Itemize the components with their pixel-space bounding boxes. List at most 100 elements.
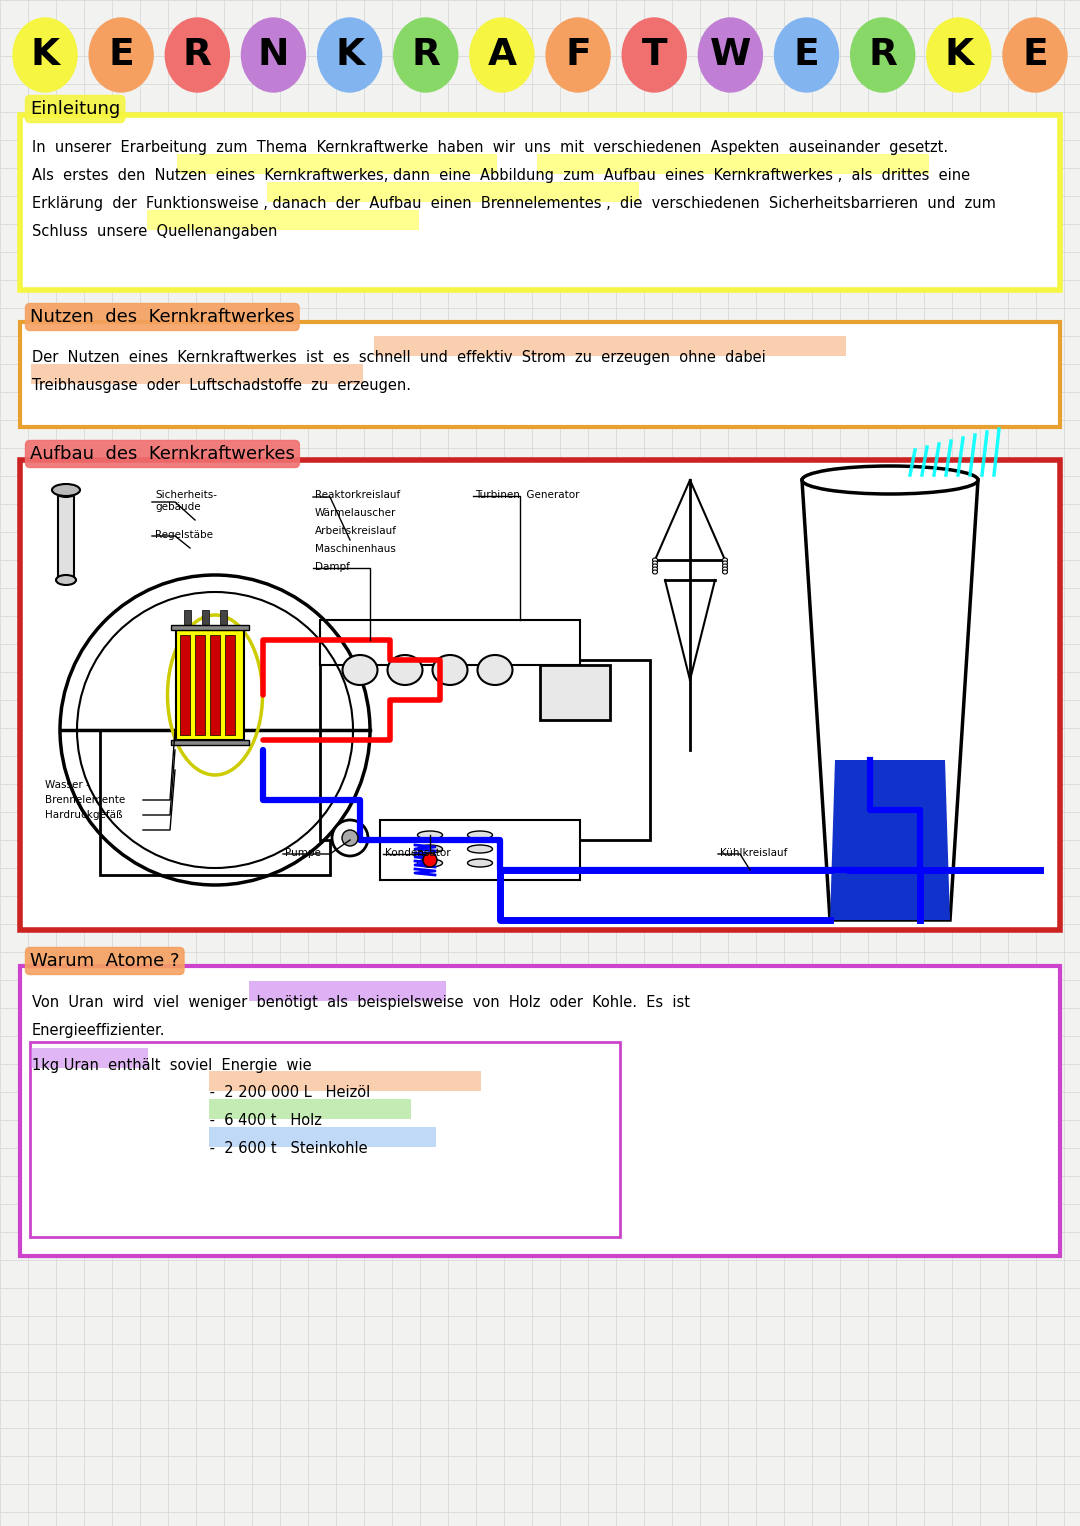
Bar (380, 819, 580, 881)
Text: Kühlkreislauf: Kühlkreislauf (720, 848, 787, 858)
Ellipse shape (1003, 18, 1067, 92)
Ellipse shape (418, 832, 443, 839)
Bar (225, 635, 235, 736)
Polygon shape (831, 760, 950, 920)
Text: R: R (868, 37, 897, 73)
Ellipse shape (318, 18, 381, 92)
Text: Kondensator: Kondensator (384, 848, 450, 858)
FancyBboxPatch shape (21, 114, 1059, 290)
Ellipse shape (468, 859, 492, 867)
Ellipse shape (802, 465, 978, 494)
Bar (176, 630, 244, 740)
Bar (220, 610, 227, 630)
Text: Treibhausgase  oder  Luftschadstoffe  zu  erzeugen.: Treibhausgase oder Luftschadstoffe zu er… (32, 378, 411, 394)
Ellipse shape (52, 484, 80, 496)
Ellipse shape (723, 559, 728, 562)
Text: Warum  Atome ?: Warum Atome ? (30, 952, 179, 971)
Ellipse shape (699, 18, 762, 92)
Ellipse shape (418, 859, 443, 867)
Ellipse shape (432, 655, 468, 685)
Text: A: A (487, 37, 516, 73)
Text: K: K (30, 37, 59, 73)
Text: E: E (794, 37, 820, 73)
Text: Wasser -: Wasser - (45, 780, 90, 790)
Bar (58, 491, 75, 580)
FancyBboxPatch shape (210, 1128, 436, 1148)
FancyBboxPatch shape (210, 1099, 411, 1119)
Ellipse shape (723, 562, 728, 565)
Text: 1kg Uran  enthält  soviel  Energie  wie: 1kg Uran enthält soviel Energie wie (32, 1058, 312, 1073)
Ellipse shape (468, 845, 492, 853)
FancyBboxPatch shape (21, 322, 1059, 427)
Ellipse shape (468, 832, 492, 839)
Ellipse shape (242, 18, 306, 92)
Bar (100, 729, 330, 874)
Bar (171, 740, 249, 745)
Ellipse shape (342, 655, 378, 685)
Bar (171, 626, 249, 630)
Text: K: K (944, 37, 973, 73)
Ellipse shape (418, 845, 443, 853)
Ellipse shape (477, 655, 513, 685)
Text: Turbinen  Generator: Turbinen Generator (475, 490, 580, 501)
FancyBboxPatch shape (374, 336, 846, 356)
Ellipse shape (652, 571, 658, 574)
Ellipse shape (56, 487, 76, 497)
Text: In  unserer  Erarbeitung  zum  Thema  Kernkraftwerke  haben  wir  uns  mit  vers: In unserer Erarbeitung zum Thema Kernkra… (32, 140, 948, 156)
Text: -  6 400 t   Holz: - 6 400 t Holz (205, 1112, 322, 1128)
FancyBboxPatch shape (21, 966, 1059, 1256)
Ellipse shape (470, 18, 534, 92)
Text: Der  Nutzen  eines  Kernkraftwerkes  ist  es  schnell  und  effektiv  Strom  zu : Der Nutzen eines Kernkraftwerkes ist es … (32, 349, 766, 365)
FancyBboxPatch shape (537, 154, 929, 174)
Text: Brennelemente: Brennelemente (45, 795, 125, 806)
Text: -  2 200 000 L   Heizöl: - 2 200 000 L Heizöl (205, 1085, 370, 1100)
Bar (320, 661, 650, 839)
Text: -  2 600 t   Steinkohle: - 2 600 t Steinkohle (205, 1141, 367, 1157)
Text: W: W (710, 37, 751, 73)
Text: Einleitung: Einleitung (30, 101, 120, 118)
Ellipse shape (546, 18, 610, 92)
Ellipse shape (652, 565, 658, 568)
Text: K: K (335, 37, 364, 73)
Text: N: N (258, 37, 289, 73)
Text: Pumpe: Pumpe (285, 848, 321, 858)
Ellipse shape (652, 562, 658, 565)
FancyBboxPatch shape (177, 154, 497, 174)
Ellipse shape (388, 655, 422, 685)
Text: E: E (1022, 37, 1048, 73)
Text: Hardruckgefäß: Hardruckgefäß (45, 810, 123, 819)
Text: Sicherheits-
gebäude: Sicherheits- gebäude (156, 490, 217, 511)
Text: R: R (411, 37, 441, 73)
Ellipse shape (723, 568, 728, 571)
FancyBboxPatch shape (267, 182, 639, 201)
Bar (202, 610, 210, 630)
Text: Erklärung  der  Funktionsweise , danach  der  Aufbau  einen  Brennelementes ,  d: Erklärung der Funktionsweise , danach de… (32, 195, 996, 211)
FancyBboxPatch shape (147, 211, 419, 230)
Text: Dampf: Dampf (315, 562, 350, 572)
Text: Reaktorkreislauf: Reaktorkreislauf (315, 490, 401, 501)
FancyBboxPatch shape (31, 1048, 148, 1068)
Ellipse shape (90, 18, 153, 92)
Text: Aufbau  des  Kernkraftwerkes: Aufbau des Kernkraftwerkes (30, 446, 295, 462)
Circle shape (332, 819, 368, 856)
Ellipse shape (652, 559, 658, 562)
Text: Schluss  unsere  Quellenangaben: Schluss unsere Quellenangaben (32, 224, 278, 240)
FancyBboxPatch shape (249, 981, 446, 1001)
Text: Als  erstes  den  Nutzen  eines  Kernkraftwerkes, dann  eine  Abbildung  zum  Au: Als erstes den Nutzen eines Kernkraftwer… (32, 168, 970, 183)
Ellipse shape (723, 565, 728, 568)
Circle shape (423, 853, 437, 867)
FancyBboxPatch shape (31, 365, 363, 385)
Ellipse shape (652, 568, 658, 571)
Bar (320, 620, 580, 665)
Ellipse shape (851, 18, 915, 92)
Bar (184, 610, 191, 630)
Text: Maschinenhaus: Maschinenhaus (315, 543, 396, 554)
Bar (60, 729, 370, 870)
Ellipse shape (394, 18, 458, 92)
Bar (180, 635, 190, 736)
Text: E: E (108, 37, 134, 73)
Ellipse shape (723, 571, 728, 574)
Text: Wärmelauscher: Wärmelauscher (315, 508, 396, 517)
Text: R: R (183, 37, 212, 73)
Text: Von  Uran  wird  viel  weniger  benötigt  als  beispielsweise  von  Holz  oder  : Von Uran wird viel weniger benötigt als … (32, 995, 690, 1010)
